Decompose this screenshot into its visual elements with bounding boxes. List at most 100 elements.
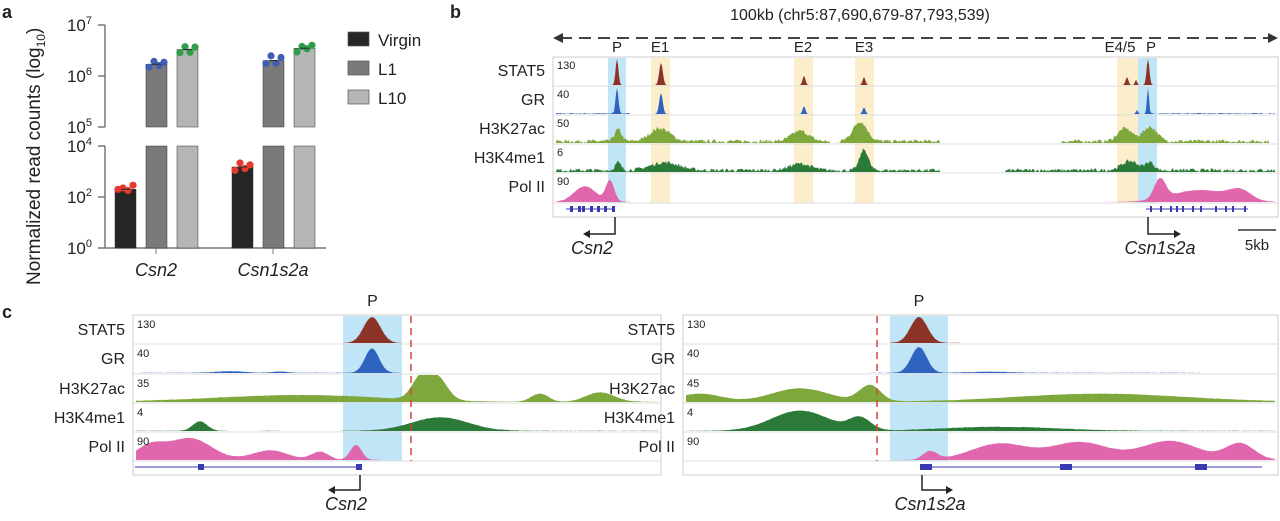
region-label: E2 [794, 39, 812, 56]
data-point [277, 53, 285, 62]
exon [198, 464, 204, 470]
data-point [308, 41, 316, 49]
track-label-h3k4me1: H3K4me1 [604, 410, 675, 427]
exon [1170, 206, 1172, 212]
track-label-gr: GR [101, 351, 125, 368]
track-scale: 4 [687, 407, 693, 419]
bar-l10-lower [293, 145, 316, 249]
exon [582, 206, 585, 212]
exon [1200, 206, 1202, 212]
data-point [272, 59, 280, 67]
legend-swatch-l1 [347, 60, 370, 76]
tss-arrow-csn1s2a [921, 475, 950, 491]
bar-l1-lower [145, 145, 168, 249]
arrow-head [328, 486, 335, 494]
y-tick-label: 105 [67, 117, 92, 137]
exon [597, 206, 600, 212]
panel-label-c: c [2, 302, 12, 322]
exon [1232, 206, 1234, 212]
tick-base: 10 [67, 188, 86, 207]
signal-h3k4me1 [136, 417, 658, 431]
x-tick-label: Csn2 [135, 260, 177, 280]
track-label-gr: GR [521, 92, 545, 109]
track-label-stat5: STAT5 [78, 322, 126, 339]
signal-polii [556, 178, 1275, 202]
exon [1150, 206, 1152, 212]
signal-h3k27ac [556, 122, 1275, 143]
track-label-h3k27ac: H3K27ac [59, 381, 125, 398]
y-tick-label: 106 [67, 66, 92, 86]
tss-arrow-csn2 [331, 475, 361, 491]
exon [578, 206, 581, 212]
track-scale: 6 [557, 147, 563, 159]
track-label-polii: Pol II [639, 439, 675, 456]
track-label-polii: Pol II [509, 179, 545, 196]
tick-base: 10 [67, 67, 86, 86]
data-point [124, 186, 132, 195]
track-scale: 40 [687, 348, 699, 360]
arrow-head [946, 486, 953, 494]
y-tick-label: 104 [67, 136, 92, 156]
exon [604, 206, 607, 212]
region-label: P [914, 293, 925, 310]
exon [356, 464, 362, 470]
data-point [246, 161, 254, 169]
track-label-stat5: STAT5 [628, 322, 676, 339]
arrow-head [583, 230, 590, 238]
data-point [191, 43, 199, 51]
track-label-h3k27ac: H3K27ac [609, 381, 675, 398]
data-point [267, 52, 275, 60]
bar-l10-upper [176, 49, 199, 128]
track-label-h3k27ac: H3K27ac [479, 121, 545, 138]
data-point [236, 159, 244, 167]
tick-exp: 5 [86, 117, 92, 129]
track-scale: 40 [137, 348, 149, 360]
region-label: E3 [855, 39, 873, 56]
data-point [129, 181, 137, 189]
exon [1244, 206, 1246, 212]
track-label-h3k4me1: H3K4me1 [54, 410, 125, 427]
legend-swatch-virgin [347, 31, 370, 47]
exon [1182, 206, 1184, 212]
signal-polii [136, 437, 658, 460]
track-scale: 90 [557, 176, 569, 188]
region-label: P [367, 293, 378, 310]
y-tick-label: 102 [67, 187, 92, 207]
genome-browser-overview: 100kb (chr5:87,690,679-87,793,539) P E1 E2… [474, 7, 1279, 258]
genome-browser-zoom: P STAT5 130 GR 40 H3K27ac 35 H3K4me1 4 Pol II 90 P S… [54, 293, 1279, 514]
x-tick-label: Csn1s2a [237, 260, 308, 280]
exon [1195, 464, 1207, 470]
track-scale: 35 [137, 378, 149, 390]
track-label-stat5: STAT5 [498, 63, 546, 80]
legend-label: Virgin [378, 31, 421, 50]
gene-label-csn1s2a: Csn1s2a [894, 494, 965, 514]
tss-arrow-csn1s2a [1147, 217, 1178, 235]
gene-label-csn1s2a: Csn1s2a [1124, 238, 1195, 258]
exon [590, 206, 593, 212]
track-scale: 90 [137, 436, 149, 448]
data-point [181, 43, 189, 51]
track-scale: 4 [137, 407, 143, 419]
region-label: P [612, 39, 622, 56]
track-scale: 90 [687, 436, 699, 448]
bar-l1-lower [262, 145, 285, 249]
bar-chart: Normalized read counts (log10) 107106105… [24, 15, 421, 285]
track-label-h3k4me1: H3K4me1 [474, 150, 545, 167]
data-point [186, 48, 194, 56]
signal-h3k4me1 [556, 148, 1275, 172]
gene-label-csn2: Csn2 [325, 494, 367, 514]
bar-l1-upper [145, 63, 168, 128]
bar-l1-upper [262, 60, 285, 128]
bar-virgin [114, 189, 137, 249]
track-scale: 130 [137, 319, 155, 331]
exon [920, 464, 932, 470]
tick-exp: 4 [86, 136, 92, 148]
tick-base: 10 [67, 16, 86, 35]
exon [1225, 206, 1227, 212]
tick-exp: 0 [86, 238, 92, 250]
exon [1160, 206, 1162, 212]
bar-virgin [231, 166, 254, 249]
signal-polii [686, 440, 1275, 460]
signal-h3k27ac [686, 384, 1275, 402]
